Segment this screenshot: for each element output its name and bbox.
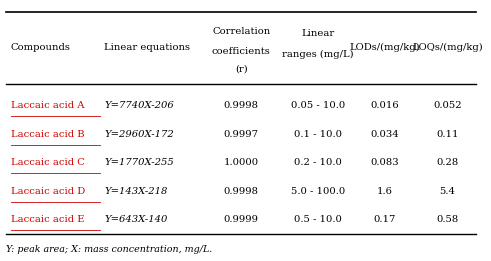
- Text: 5.0 - 100.0: 5.0 - 100.0: [291, 187, 345, 196]
- Text: Laccaic acid B: Laccaic acid B: [11, 130, 84, 139]
- Text: Linear equations: Linear equations: [105, 43, 191, 52]
- Text: Y=7740X-206: Y=7740X-206: [105, 102, 174, 110]
- Text: 0.9999: 0.9999: [223, 215, 259, 224]
- Text: (r): (r): [235, 65, 247, 74]
- Text: 5.4: 5.4: [439, 187, 455, 196]
- Text: Linear: Linear: [301, 29, 334, 38]
- Text: 0.083: 0.083: [371, 158, 399, 167]
- Text: 0.9997: 0.9997: [223, 130, 259, 139]
- Text: LOQs/(mg/kg): LOQs/(mg/kg): [412, 43, 483, 52]
- Text: Y=643X-140: Y=643X-140: [105, 215, 168, 224]
- Text: 0.052: 0.052: [433, 102, 462, 110]
- Text: Y=2960X-172: Y=2960X-172: [105, 130, 174, 139]
- Text: Y=143X-218: Y=143X-218: [105, 187, 168, 196]
- Text: 0.11: 0.11: [436, 130, 459, 139]
- Text: Laccaic acid D: Laccaic acid D: [11, 187, 85, 196]
- Text: coefficients: coefficients: [212, 47, 271, 56]
- Text: 1.0000: 1.0000: [223, 158, 259, 167]
- Text: 0.28: 0.28: [436, 158, 459, 167]
- Text: 0.1 - 10.0: 0.1 - 10.0: [294, 130, 342, 139]
- Text: ranges (mg/L): ranges (mg/L): [282, 50, 354, 59]
- Text: Y: peak area; X: mass concentration, mg/L.: Y: peak area; X: mass concentration, mg/…: [6, 245, 213, 254]
- Text: 0.2 - 10.0: 0.2 - 10.0: [294, 158, 342, 167]
- Text: LODs/(mg/kg): LODs/(mg/kg): [350, 43, 420, 52]
- Text: 0.034: 0.034: [371, 130, 399, 139]
- Text: Correlation: Correlation: [212, 27, 270, 35]
- Text: Laccaic acid C: Laccaic acid C: [11, 158, 85, 167]
- Text: 0.05 - 10.0: 0.05 - 10.0: [291, 102, 345, 110]
- Text: 0.5 - 10.0: 0.5 - 10.0: [294, 215, 342, 224]
- Text: Laccaic acid A: Laccaic acid A: [11, 102, 84, 110]
- Text: 0.17: 0.17: [374, 215, 396, 224]
- Text: Compounds: Compounds: [11, 43, 71, 52]
- Text: 0.016: 0.016: [371, 102, 399, 110]
- Text: 0.9998: 0.9998: [223, 102, 259, 110]
- Text: 1.6: 1.6: [377, 187, 393, 196]
- Text: 0.9998: 0.9998: [223, 187, 259, 196]
- Text: Y=1770X-255: Y=1770X-255: [105, 158, 174, 167]
- Text: Laccaic acid E: Laccaic acid E: [11, 215, 84, 224]
- Text: 0.58: 0.58: [436, 215, 459, 224]
